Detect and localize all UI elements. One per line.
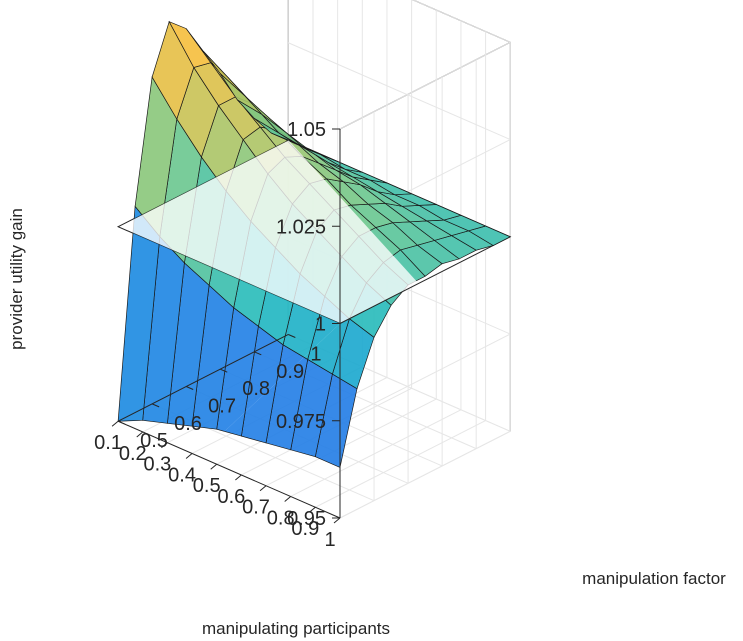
y-tick-label: 0.9 [276,361,304,383]
y-tick-mark [288,334,296,338]
z-grid-line [339,333,511,422]
x-tick-label: 0.1 [94,432,122,454]
axis-edge [412,0,511,43]
y-tick-mark [185,386,194,390]
z-tick-label: 0.95 [287,508,326,530]
y-tick-label: 0.7 [208,396,236,418]
x-tick-mark [111,420,119,427]
y-tick-label: 0.8 [242,378,270,400]
x-tick-label: 0.4 [168,464,196,486]
x-tick-label: 1 [324,529,335,551]
x-tick-mark [185,453,193,459]
y-tick-mark [254,351,262,356]
x-tick-mark [309,506,316,513]
y-tick-mark [220,368,228,373]
front-axes [111,128,341,524]
z-tick-label: 1 [315,314,326,336]
x-tick-mark [136,431,144,438]
x-grid-line [315,420,486,508]
z-grid-line [412,0,511,43]
surface-patch [271,132,314,152]
y-tick-label: 0.5 [140,430,168,452]
x-tick-label: 0.8 [267,507,295,529]
y-axis-line [117,334,289,422]
y-tick-label: 0.6 [174,413,202,435]
tick-labels: 10.90.80.70.60.50.40.30.20.1 0.50.60.70.8… [94,119,335,551]
x-tick-mark [284,496,292,502]
x-tick-label: 0.6 [217,486,245,508]
x-tick-mark [259,485,267,492]
x-tick-mark [161,442,168,449]
z-grid-line [288,42,511,140]
x-tick-label: 0.3 [143,454,171,476]
x-tick-mark [333,517,341,524]
x-grid-line [290,409,462,497]
x-tick-mark [210,463,218,470]
z-tick-label: 1.05 [287,119,326,141]
z-tick-label: 0.975 [276,411,326,433]
y-tick-mark [117,420,126,425]
y-tick-mark [151,403,160,408]
x-tick-label: 0.2 [119,443,147,465]
x-grid-line [339,430,511,519]
z-axis-label: provider utility gain [7,208,26,350]
x-tick-mark [235,474,242,481]
grid-lines [117,0,511,519]
z-grid-line [339,41,511,130]
y-tick-label: 1 [310,343,321,365]
x-axis-line [117,420,341,519]
x-axis-label: manipulating participants [202,619,390,638]
z-tick-label: 1.025 [276,216,326,238]
x-tick-label: 0.7 [242,497,270,519]
x-tick-label: 0.5 [193,475,221,497]
y-axis-label: manipulation factor [582,569,726,588]
x-tick-label: 0.9 [291,518,319,540]
